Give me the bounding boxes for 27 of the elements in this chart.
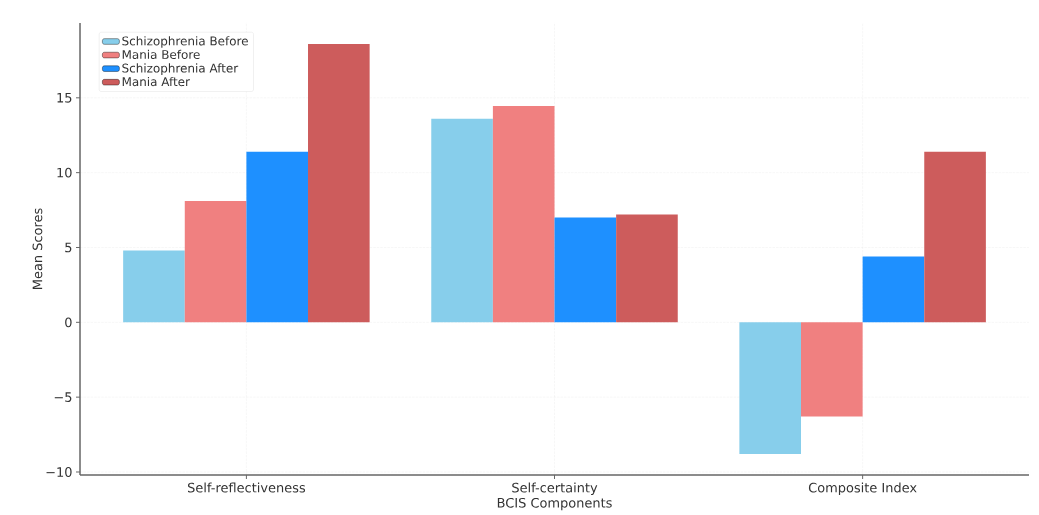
legend-label: Schizophrenia After [122,63,239,75]
y-tick-label: −5 [54,392,72,402]
bar [246,151,309,323]
bar [431,118,493,323]
legend-label: Mania After [122,76,190,87]
y-tick-label: 15 [57,93,72,103]
y-tick-label: 0 [65,317,72,328]
bar [308,43,370,323]
y-tick-label: −10 [46,467,72,477]
bar [862,256,925,323]
bar [924,151,986,323]
bar [184,201,247,323]
bar [554,217,617,323]
y-axis-title: Mean Scores [32,208,43,289]
x-axis-title: BCIS Components [497,497,612,511]
bar [123,250,185,323]
y-tick-label: 10 [57,167,72,178]
bar [616,214,678,323]
x-tick-label: Self-certainty [512,482,598,496]
legend-label: Schizophrenia Before [122,36,248,48]
x-tick-label: Composite Index [808,482,917,496]
x-tick-label: Self-reflectiveness [187,482,306,493]
bar [801,322,863,417]
bar [739,322,802,455]
legend-label: Mania Before [122,49,200,60]
y-tick-label: 5 [65,242,72,253]
bar [492,106,555,323]
